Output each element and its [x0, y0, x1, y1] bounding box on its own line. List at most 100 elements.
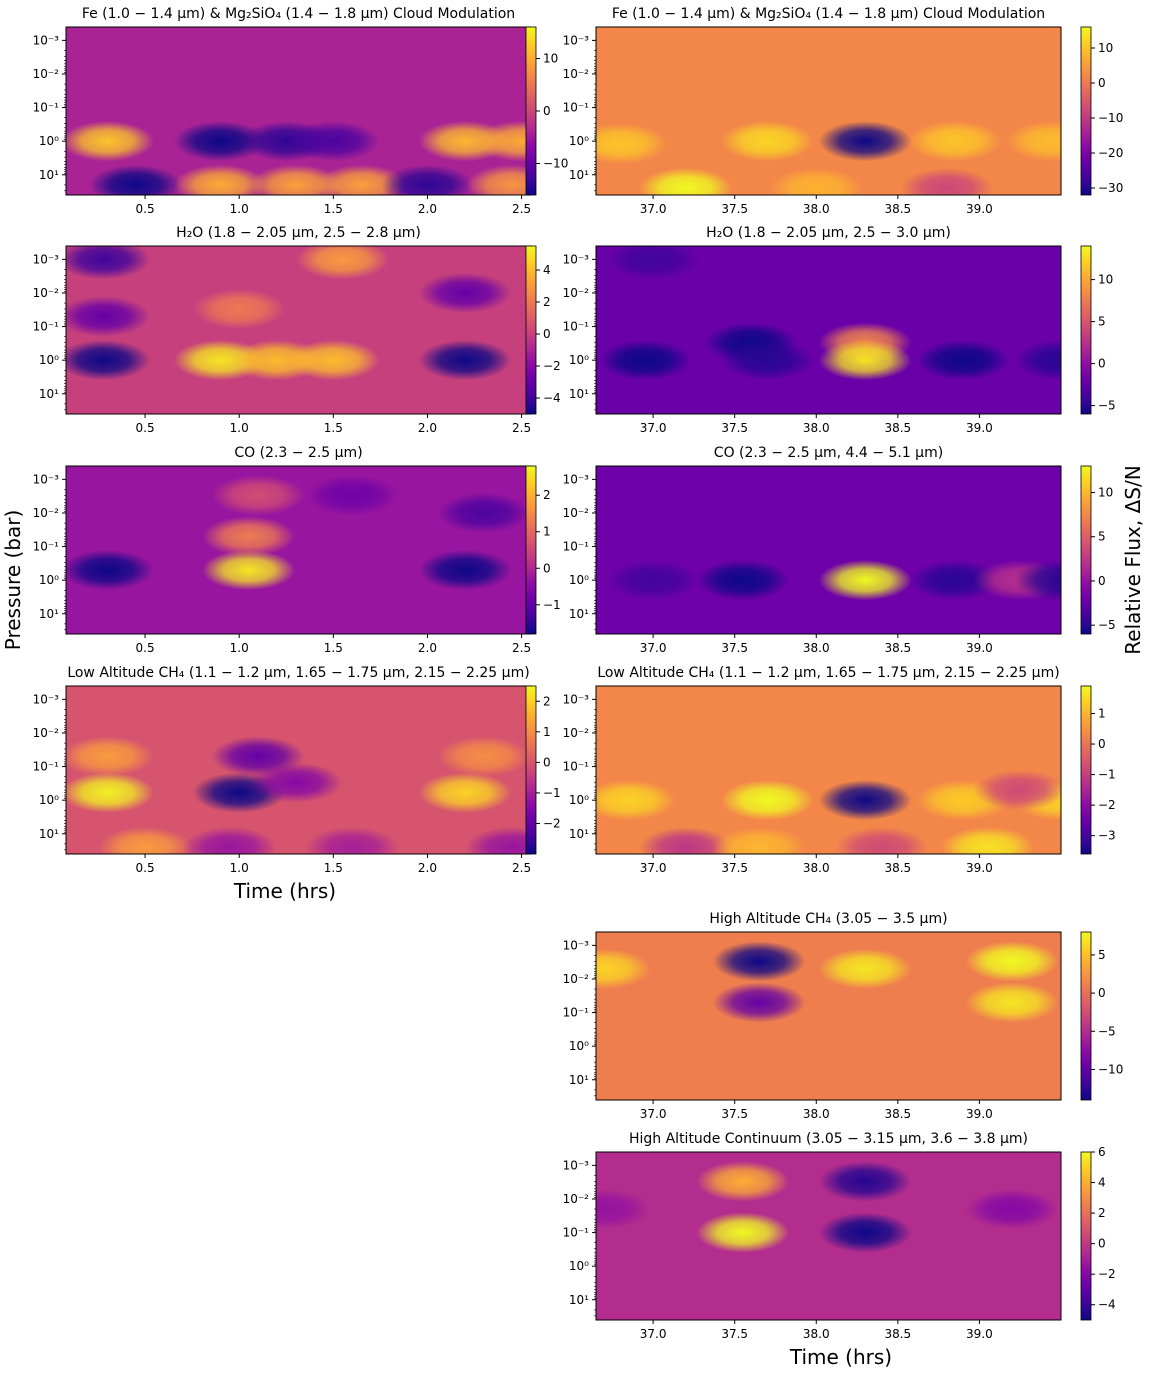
heatmap-feature [973, 769, 1061, 811]
heatmap-feature [286, 121, 380, 162]
colorbar-tick-label: 10 [1098, 486, 1113, 500]
heatmap-feature [965, 982, 1059, 1023]
heatmap-feature [173, 164, 267, 195]
axes-frame [595, 685, 1062, 855]
heatmap-feature [173, 121, 267, 162]
colorbar-tick-label: 0 [1098, 574, 1106, 588]
heatmap-feature [183, 826, 277, 854]
colorbar-tick-label: −2 [543, 816, 561, 830]
heatmap-cells [596, 121, 1061, 195]
y-tick-label: 10⁻¹ [33, 540, 60, 554]
heatmap-feature [712, 941, 806, 982]
panel-title: H₂O (1.8 − 2.05 μm, 2.5 − 3.0 μm) [706, 225, 951, 241]
colorbar [1080, 26, 1092, 196]
y-tick-label: 10⁰ [39, 134, 59, 148]
heatmap-cells [66, 736, 531, 854]
heatmap-feature [941, 826, 1035, 854]
y-tick-label: 10⁰ [569, 1039, 589, 1053]
heatmap-feature [712, 982, 806, 1023]
x-tick-label: 0.5 [136, 641, 155, 655]
x-axis-label-left: Time (hrs) [233, 879, 336, 903]
heatmap-feature [192, 288, 286, 330]
colorbar-tick-label: 6 [1098, 1145, 1106, 1159]
y-tick-label: 10⁻² [563, 67, 590, 81]
x-tick-label: 37.0 [640, 421, 667, 435]
heatmap-feature [908, 560, 1002, 601]
colorbar-tick-label: −2 [1098, 798, 1116, 812]
heatmap-feature [418, 772, 512, 813]
x-tick-label: 38.5 [884, 421, 911, 435]
heatmap-feature [916, 340, 1010, 381]
colorbar-tick-label: −4 [543, 391, 561, 405]
x-tick-label: 1.5 [324, 202, 343, 216]
heatmap-feature [769, 167, 863, 195]
colorbar-tick-label: −2 [543, 359, 561, 373]
y-tick-label: 10¹ [569, 168, 589, 182]
heatmap-feature [475, 121, 531, 162]
y-tick-label: 10⁻¹ [563, 1006, 590, 1020]
y-tick-label: 10⁻³ [563, 938, 590, 952]
x-tick-label: 0.5 [136, 421, 155, 435]
colorbar [1080, 931, 1092, 1101]
heatmap-cells [596, 941, 1059, 1023]
colorbar [525, 245, 537, 415]
colorbar-tick-label: 0 [1098, 737, 1106, 751]
x-tick-label: 37.5 [721, 861, 748, 875]
colorbar-tick-label: 1 [1098, 706, 1106, 720]
colorbar [525, 685, 537, 855]
heatmap-feature [66, 772, 154, 813]
colorbar-tick-label: −5 [1098, 618, 1116, 632]
heatmap-feature [696, 1161, 790, 1202]
heatmap-feature [465, 164, 531, 195]
y-tick-label: 10⁻² [563, 726, 590, 740]
y-axis-label: Pressure (bar) [1, 510, 25, 651]
heatmap-feature [202, 516, 296, 557]
colorbar-tick-label: −10 [543, 157, 568, 171]
heatmap-feature [720, 780, 814, 821]
x-tick-label: 39.0 [966, 421, 993, 435]
x-tick-label: 37.5 [721, 1107, 748, 1121]
x-tick-label: 39.0 [966, 861, 993, 875]
heatmap-feature [818, 948, 912, 990]
colorbar-tick-label: 10 [543, 52, 558, 66]
panel-title: Low Altitude CH₄ (1.1 − 1.2 μm, 1.65 − 1… [67, 665, 529, 681]
heatmap-feature [818, 121, 912, 162]
heatmap-feature [720, 121, 814, 162]
colorbar-tick-label: 0 [543, 104, 551, 118]
heatmap-feature [639, 826, 733, 854]
x-tick-label: 0.5 [136, 861, 155, 875]
x-tick-label: 37.0 [640, 1327, 667, 1341]
heatmap-cells [596, 769, 1061, 854]
heatmap-feature [835, 826, 929, 854]
heatmap-feature [211, 475, 305, 516]
y-tick-label: 10⁻¹ [33, 320, 60, 334]
colorbar-tick-label: 0 [1098, 986, 1106, 1000]
heatmap-feature [380, 164, 474, 195]
colorbar-tick-label: 5 [1098, 530, 1106, 544]
heatmap-feature [965, 941, 1059, 982]
y-tick-label: 10⁰ [39, 353, 59, 367]
x-tick-label: 39.0 [966, 202, 993, 216]
heatmap-feature [598, 340, 692, 381]
panel-title: Low Altitude CH₄ (1.1 − 1.2 μm, 1.65 − 1… [597, 665, 1059, 681]
colorbar-tick-label: 1 [543, 725, 551, 739]
panel-title: High Altitude Continuum (3.05 − 3.15 μm,… [629, 1131, 1028, 1147]
y-tick-label: 10⁻¹ [563, 540, 590, 554]
heatmap-feature [1014, 560, 1061, 601]
heatmap-feature [418, 272, 512, 314]
x-tick-label: 1.5 [324, 421, 343, 435]
x-tick-label: 2.0 [418, 202, 437, 216]
colorbar-tick-label: 0 [543, 561, 551, 575]
y-tick-label: 10¹ [569, 607, 589, 621]
panel-title: CO (2.3 − 2.5 μm) [234, 445, 362, 461]
y-tick-label: 10⁰ [39, 793, 59, 807]
x-tick-label: 38.0 [803, 861, 830, 875]
x-tick-label: 39.0 [966, 1107, 993, 1121]
heatmap-feature [900, 167, 994, 195]
heatmap-feature [66, 340, 151, 381]
x-tick-label: 38.5 [884, 1107, 911, 1121]
axes-frame [595, 465, 1062, 635]
heatmap-feature [818, 340, 912, 381]
y-tick-label: 10¹ [569, 827, 589, 841]
